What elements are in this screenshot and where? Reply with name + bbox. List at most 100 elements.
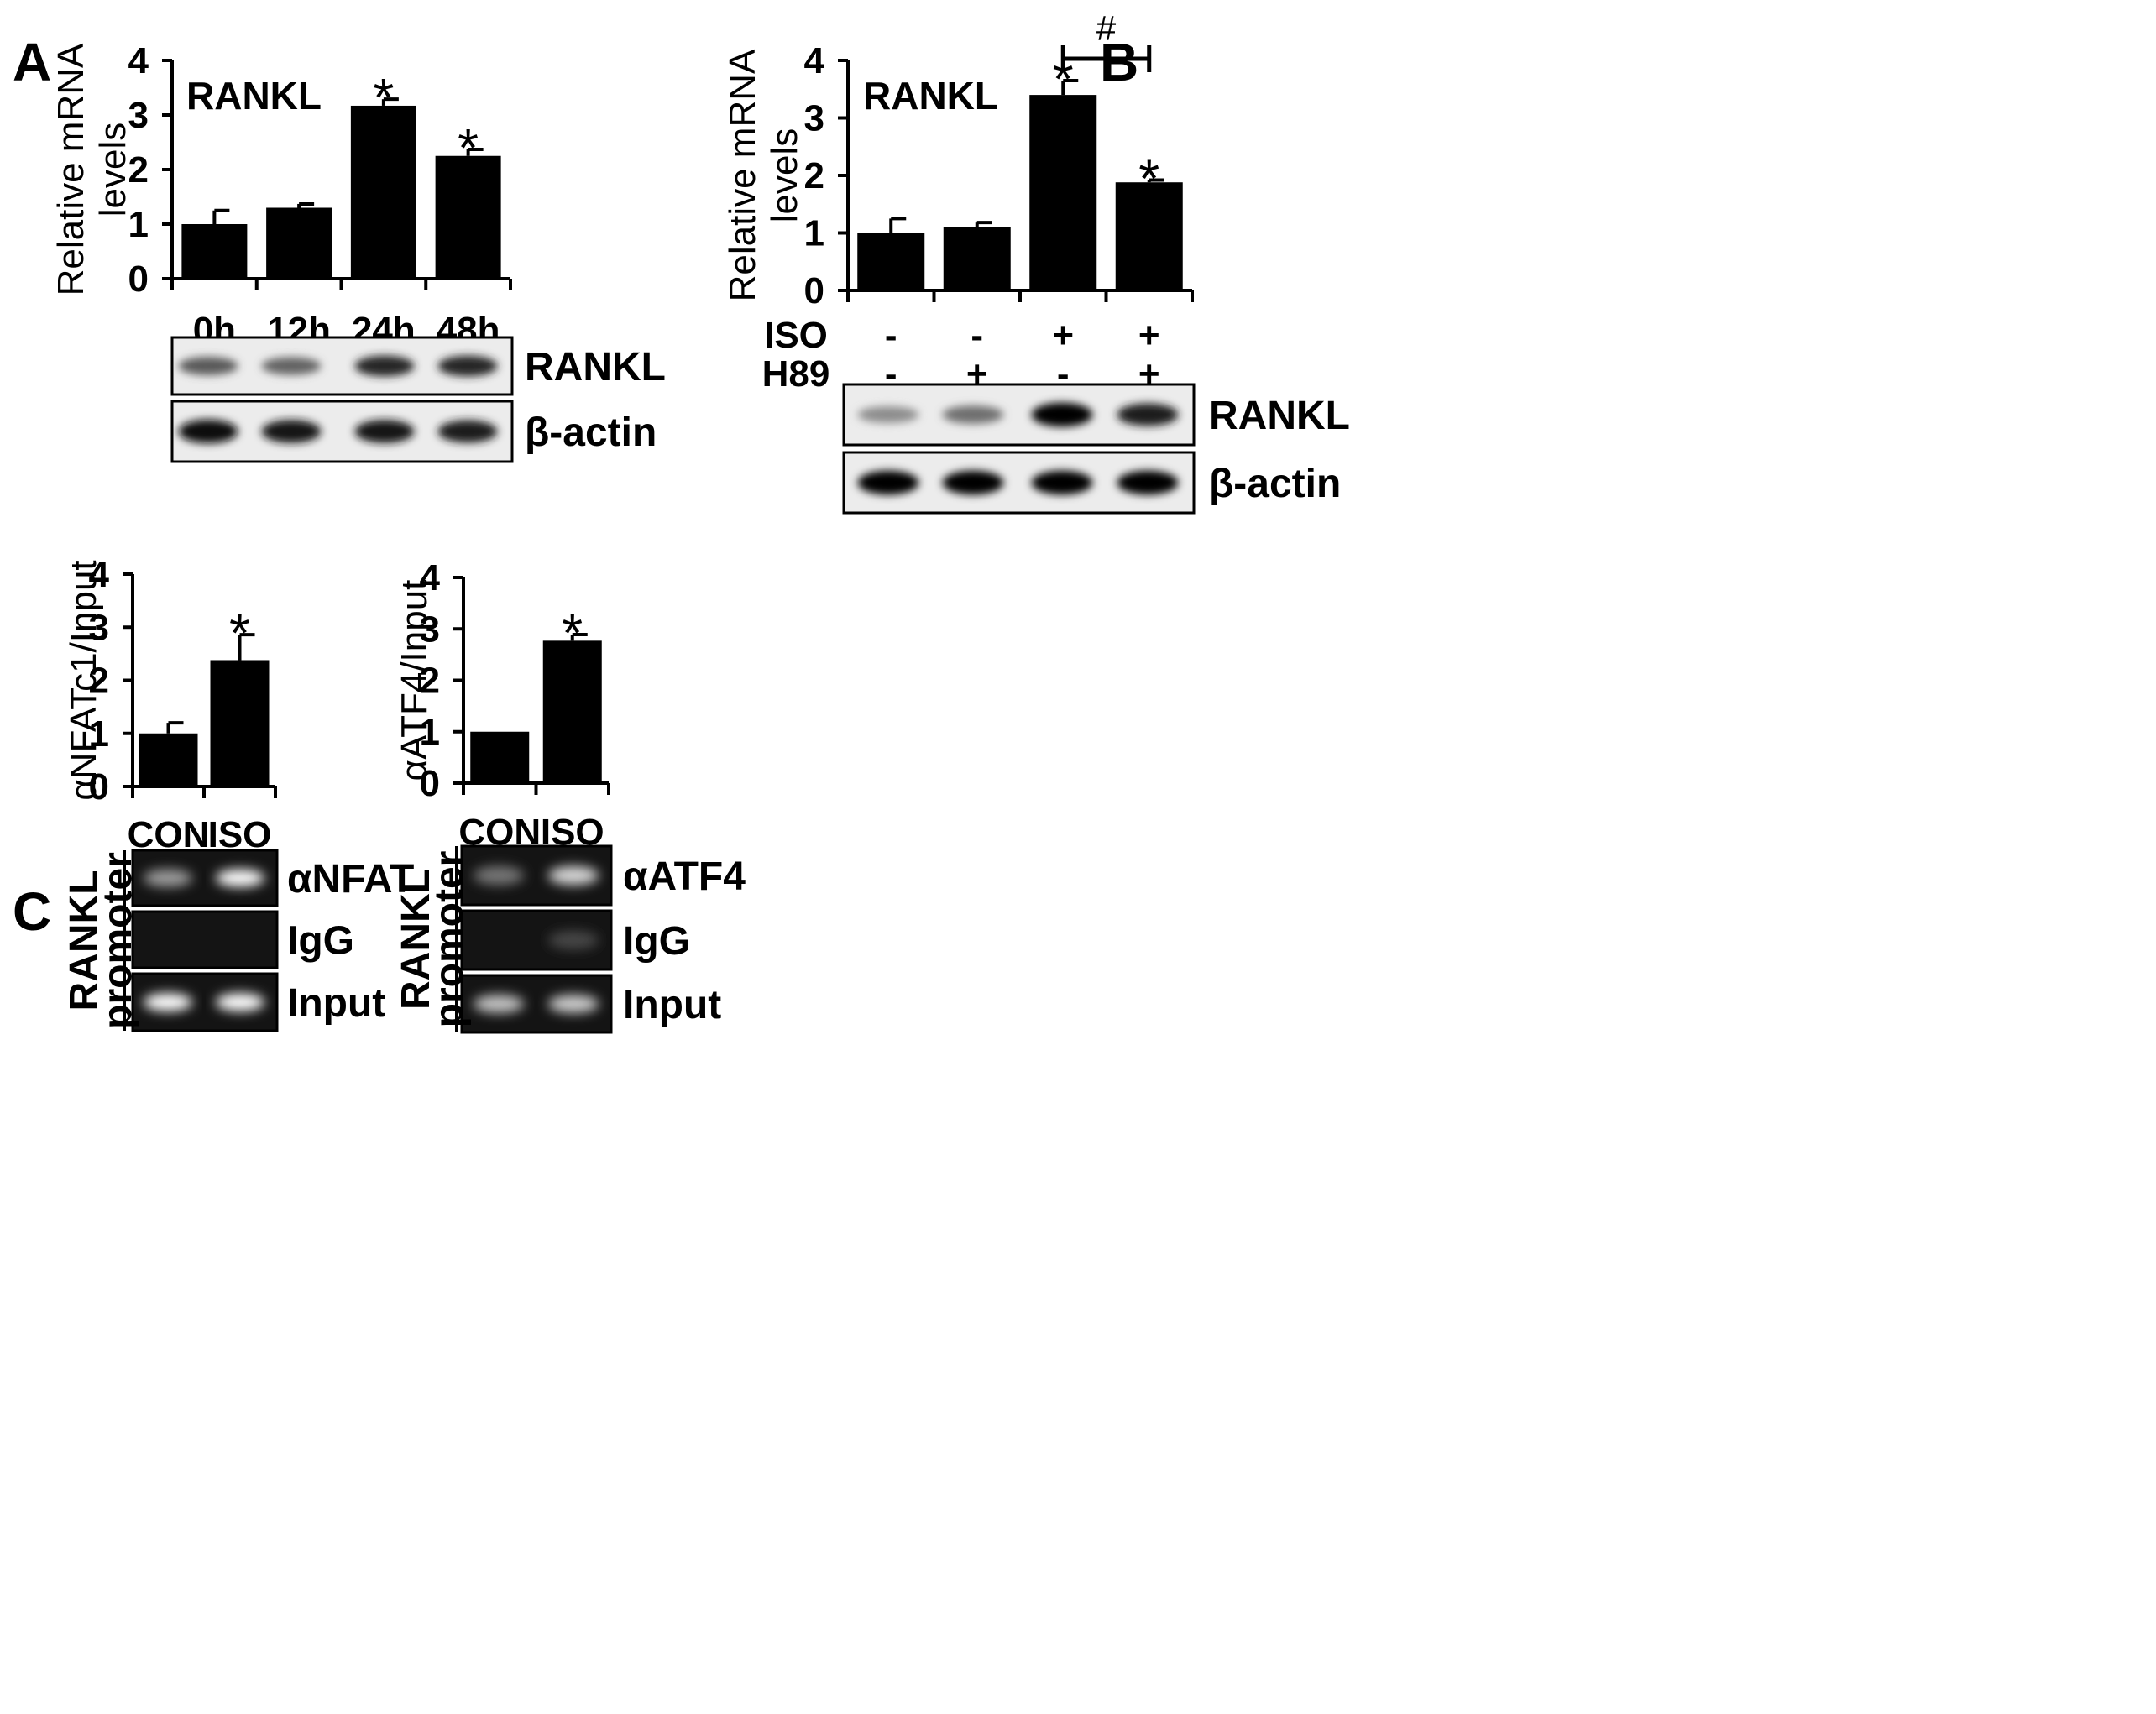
blot-b: RANKL β-actin xyxy=(842,383,1350,515)
bar xyxy=(542,640,602,783)
gel-frame xyxy=(131,910,279,969)
y-tick-label: 3 xyxy=(89,607,109,648)
band xyxy=(1117,403,1179,426)
blot-row-label: RANKL xyxy=(1209,394,1350,438)
band xyxy=(547,865,599,886)
panel-letter-a: A xyxy=(13,32,51,92)
y-axis-label: αATF4/Input xyxy=(394,580,435,781)
condition-sign: + xyxy=(1138,315,1160,356)
blot-row-label: IgG xyxy=(623,919,690,964)
blot-row-label: β-actin xyxy=(525,410,657,455)
y-tick-label: 2 xyxy=(89,661,109,702)
y-axis-label: Relative mRNA levels xyxy=(722,49,805,301)
band xyxy=(261,357,322,375)
blot-row: RANKL xyxy=(170,336,666,396)
y-tick-label: 4 xyxy=(804,40,825,81)
y-tick-label: 2 xyxy=(128,149,149,191)
y-tick-label: 4 xyxy=(89,554,110,595)
y-tick-label: 1 xyxy=(804,213,824,254)
y-tick-label: 0 xyxy=(89,766,109,807)
band xyxy=(1031,470,1093,495)
chart-inset-title: RANKL xyxy=(186,74,322,118)
y-tick-label: 0 xyxy=(804,270,824,311)
y-tick-label: 3 xyxy=(804,98,824,139)
band xyxy=(437,420,498,443)
gel-row: IgG xyxy=(131,910,354,969)
significance-star: * xyxy=(562,603,583,663)
y-tick-label: 1 xyxy=(128,204,149,245)
band xyxy=(143,869,193,887)
gel-row: αATF4 xyxy=(460,844,746,907)
band xyxy=(354,355,415,377)
y-axis-label-line: Relative mRNA xyxy=(722,49,763,301)
band xyxy=(261,420,322,443)
y-tick-label: 1 xyxy=(89,713,109,755)
band xyxy=(215,993,265,1011)
bar xyxy=(181,224,248,279)
band xyxy=(473,995,525,1013)
promoter-side-label: promoter xyxy=(96,852,140,1029)
condition-label: H89 xyxy=(762,353,830,395)
blot-row-label: Input xyxy=(287,981,385,1026)
band xyxy=(1031,402,1093,427)
y-tick-label: 0 xyxy=(128,259,149,300)
band xyxy=(437,355,498,377)
band xyxy=(178,419,238,444)
blot-row-label: αATF4 xyxy=(623,854,746,899)
condition-sign: - xyxy=(885,315,897,356)
y-axis-label: αNFATc1/Input xyxy=(63,560,104,800)
band xyxy=(547,930,599,950)
band xyxy=(1117,470,1179,495)
y-tick-label: 2 xyxy=(420,661,440,702)
y-tick-label: 3 xyxy=(128,95,149,136)
gel-row: IgG xyxy=(460,909,690,971)
bar xyxy=(210,660,270,786)
band xyxy=(354,420,415,443)
bracket-label: # xyxy=(1096,8,1117,48)
bar xyxy=(1029,95,1097,290)
significance-star: * xyxy=(229,603,250,663)
y-tick-label: 0 xyxy=(420,763,440,804)
bar xyxy=(470,731,530,783)
blot-row-label: β-actin xyxy=(1209,462,1341,506)
panel-letter-c: C xyxy=(13,881,51,942)
band xyxy=(547,995,599,1013)
blot-row: β-actin xyxy=(842,451,1341,515)
blot-row-label: IgG xyxy=(287,919,354,964)
blot-a: RANKL β-actin xyxy=(170,336,666,463)
significance-star: * xyxy=(373,67,394,128)
blot-row-label: Input xyxy=(623,983,721,1027)
gel-row: Input xyxy=(131,972,385,1032)
y-tick-label: 1 xyxy=(420,712,440,753)
blot-row-label: αNFAT xyxy=(287,857,414,901)
bar xyxy=(435,155,501,279)
y-tick-label: 3 xyxy=(420,609,440,650)
x-tick-label: ISO xyxy=(208,814,272,855)
bar xyxy=(350,105,416,279)
band xyxy=(857,406,919,423)
condition-sign: - xyxy=(971,315,983,356)
significance-star: * xyxy=(1138,148,1159,208)
band xyxy=(942,405,1004,424)
bar xyxy=(266,207,332,279)
band xyxy=(857,470,919,495)
y-tick-label: 4 xyxy=(128,40,149,81)
x-tick-label: CON xyxy=(128,814,210,855)
panel-letter-b: B xyxy=(1100,32,1138,92)
band xyxy=(215,869,265,887)
y-axis-label-line: levels xyxy=(764,128,805,223)
y-axis-label-line: levels xyxy=(92,123,133,217)
gel-row: αNFAT xyxy=(131,849,414,907)
y-axis-label-line: αNFATc1/Input xyxy=(63,560,104,800)
bar xyxy=(1115,182,1183,290)
condition-sign: + xyxy=(1052,315,1074,356)
band xyxy=(942,470,1004,495)
promoter-side-label: promoter xyxy=(427,851,472,1028)
